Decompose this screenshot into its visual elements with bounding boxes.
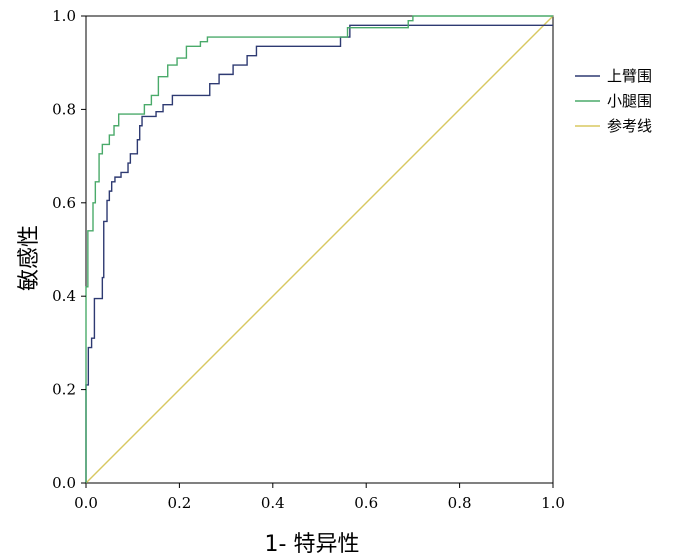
y-tick-label: 0.2 [52,381,76,399]
x-axis-title: 1- 特异性 [265,532,360,557]
y-tick-label: 0.6 [52,194,76,212]
axis-ticks: 0.0 0.2 0.4 0.6 0.8 1.0 0.0 0.2 0.4 0.6 0.8 1.0 [52,7,565,512]
legend-label: 参考线 [607,117,652,135]
x-tick-label: 1.0 [541,494,565,512]
x-tick-label: 0.0 [74,494,98,512]
series-line-2 [85,15,554,484]
y-tick-label: 0.4 [52,287,76,305]
legend-label: 小腿围 [607,92,652,110]
series-group [85,15,554,484]
y-tick-label: 1.0 [52,7,76,25]
x-tick-label: 0.6 [354,494,378,512]
y-tick-label: 0.8 [52,100,76,118]
series-line-0 [85,24,553,483]
plot-area [85,15,554,484]
x-tick-label: 0.4 [261,494,285,512]
series-line-1 [85,15,553,483]
legend-label: 上臂围 [607,67,652,85]
x-tick-label: 0.2 [167,494,191,512]
x-tick-label: 0.8 [448,494,472,512]
y-tick-label: 0.0 [52,474,76,492]
y-axis-title: 敏感性 [17,225,42,291]
